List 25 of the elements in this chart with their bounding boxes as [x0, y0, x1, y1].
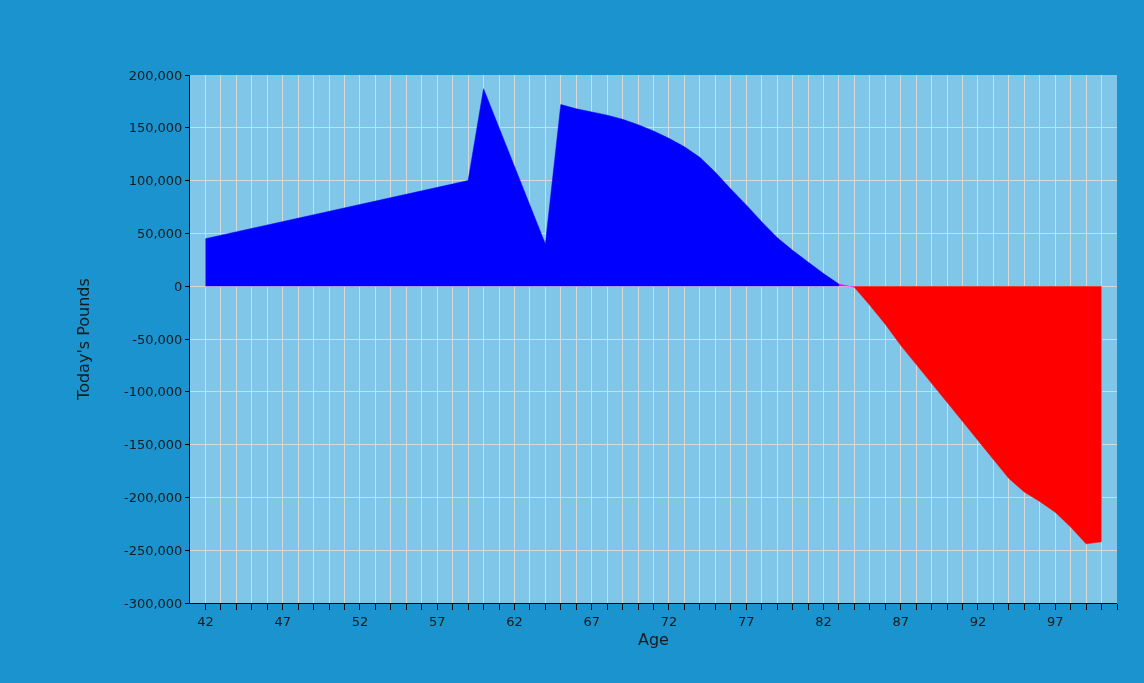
y-axis-title: Today's Pounds: [73, 278, 93, 401]
x-tick-label: 62: [506, 613, 523, 629]
y-tick-label: -200,000: [123, 489, 183, 505]
x-tick-label: 72: [660, 613, 678, 629]
x-tick-label: 42: [197, 613, 214, 629]
x-tick-label: 87: [892, 613, 909, 629]
y-tick-label: -150,000: [123, 437, 183, 453]
x-tick-label: 77: [737, 613, 755, 629]
y-tick-label: 150,000: [128, 120, 183, 136]
x-tick-label: 82: [815, 613, 832, 629]
x-tick-label: 97: [1046, 613, 1064, 629]
y-tick-label: 100,000: [128, 173, 183, 189]
y-tick-label: -250,000: [123, 542, 183, 558]
y-tick-label: 200,000: [128, 67, 183, 83]
x-tick-label: 47: [274, 613, 291, 629]
x-tick-label: 67: [583, 613, 600, 629]
x-tick-label: 92: [969, 613, 987, 629]
y-tick-label: -50,000: [132, 331, 183, 347]
y-tick-label: -100,000: [123, 384, 183, 400]
x-axis-title: Age: [638, 630, 669, 650]
y-tick-label: 50,000: [136, 225, 183, 241]
x-tick-label: 57: [428, 613, 446, 629]
x-tick-label: 52: [351, 613, 369, 629]
y-tick-label: -300,000: [123, 595, 183, 611]
y-tick-label: 0: [174, 278, 183, 294]
